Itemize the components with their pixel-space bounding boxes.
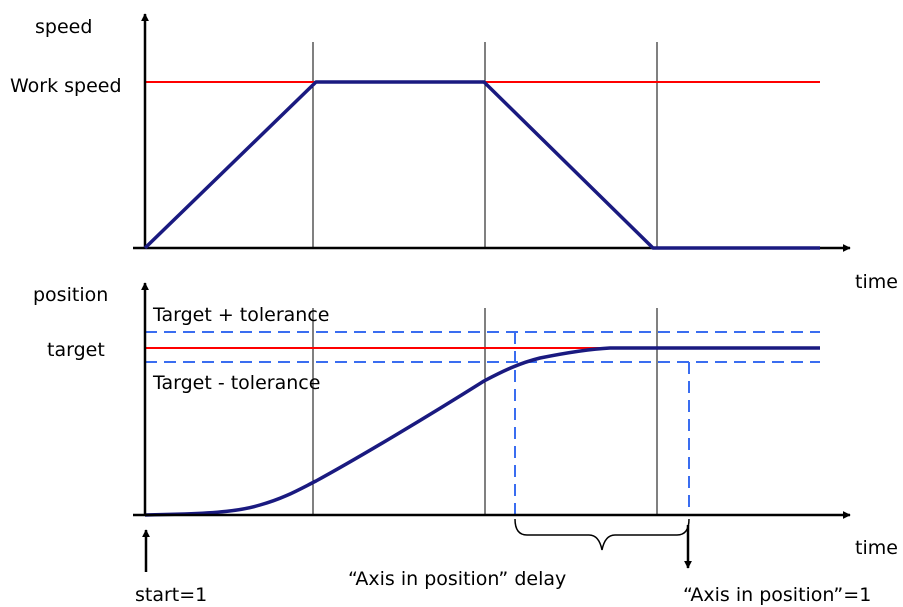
speed-chart: speed Work speed time <box>10 13 898 293</box>
upper-tolerance-label: Target + tolerance <box>152 304 329 326</box>
work-speed-label: Work speed <box>10 75 122 97</box>
speed-profile-curve <box>143 80 820 250</box>
position-curve <box>144 346 820 517</box>
in-position-label: “Axis in position”=1 <box>683 584 871 606</box>
delay-label: “Axis in position” delay <box>348 568 566 590</box>
delay-brace <box>514 518 690 551</box>
position-time-label: time <box>855 537 898 559</box>
speed-axis-label: speed <box>35 16 92 38</box>
start-label: start=1 <box>135 584 207 606</box>
position-axis-label: position <box>33 284 108 306</box>
target-label: target <box>47 339 105 361</box>
lower-tolerance-label: Target - tolerance <box>152 372 320 394</box>
position-chart: position Target + tolerance target Targe… <box>33 282 898 572</box>
speed-time-label: time <box>855 271 898 293</box>
